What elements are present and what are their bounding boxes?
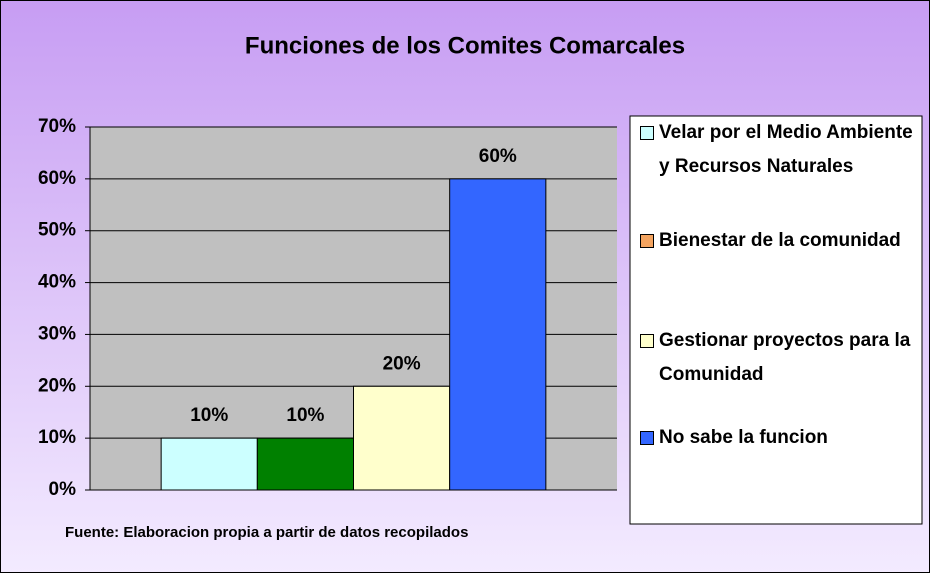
y-tick-label: 10% [38,427,76,448]
bar [353,385,451,491]
chart-title: Funciones de los Comites Comarcales [245,32,685,59]
y-tick-label: 60% [38,168,76,189]
legend-swatch [640,234,654,248]
legend-label: Velar por el Medio Ambiente y Recursos N… [659,122,913,177]
legend-swatch [640,431,654,445]
bar [256,437,355,491]
data-label: 20% [383,353,421,374]
data-label: 10% [286,405,324,426]
data-label: 60% [479,146,517,167]
y-tick-label: 50% [38,220,76,241]
data-label: 10% [190,405,228,426]
legend-entry: No sabe la funcion [640,421,925,455]
legend-entry: Gestionar proyectos para la Comunidad [640,324,925,392]
y-tick-label: 30% [38,323,76,344]
legend-label: No sabe la funcion [659,427,828,448]
legend-entry: Bienestar de la comunidad [640,224,925,258]
legend-label: Gestionar proyectos para la Comunidad [659,330,911,385]
legend-box [629,115,923,525]
legend-label: Bienestar de la comunidad [659,230,901,251]
bar [160,437,258,491]
y-tick-label: 40% [38,272,76,293]
y-tick-label: 70% [38,116,76,137]
legend-entry: Velar por el Medio Ambiente y Recursos N… [640,116,925,184]
y-tick-label: 0% [49,479,77,500]
legend-swatch [640,334,654,348]
bar [449,178,547,491]
y-tick-label: 20% [38,375,76,396]
source-note: Fuente: Elaboracion propia a partir de d… [65,524,468,541]
legend-swatch [640,126,654,140]
